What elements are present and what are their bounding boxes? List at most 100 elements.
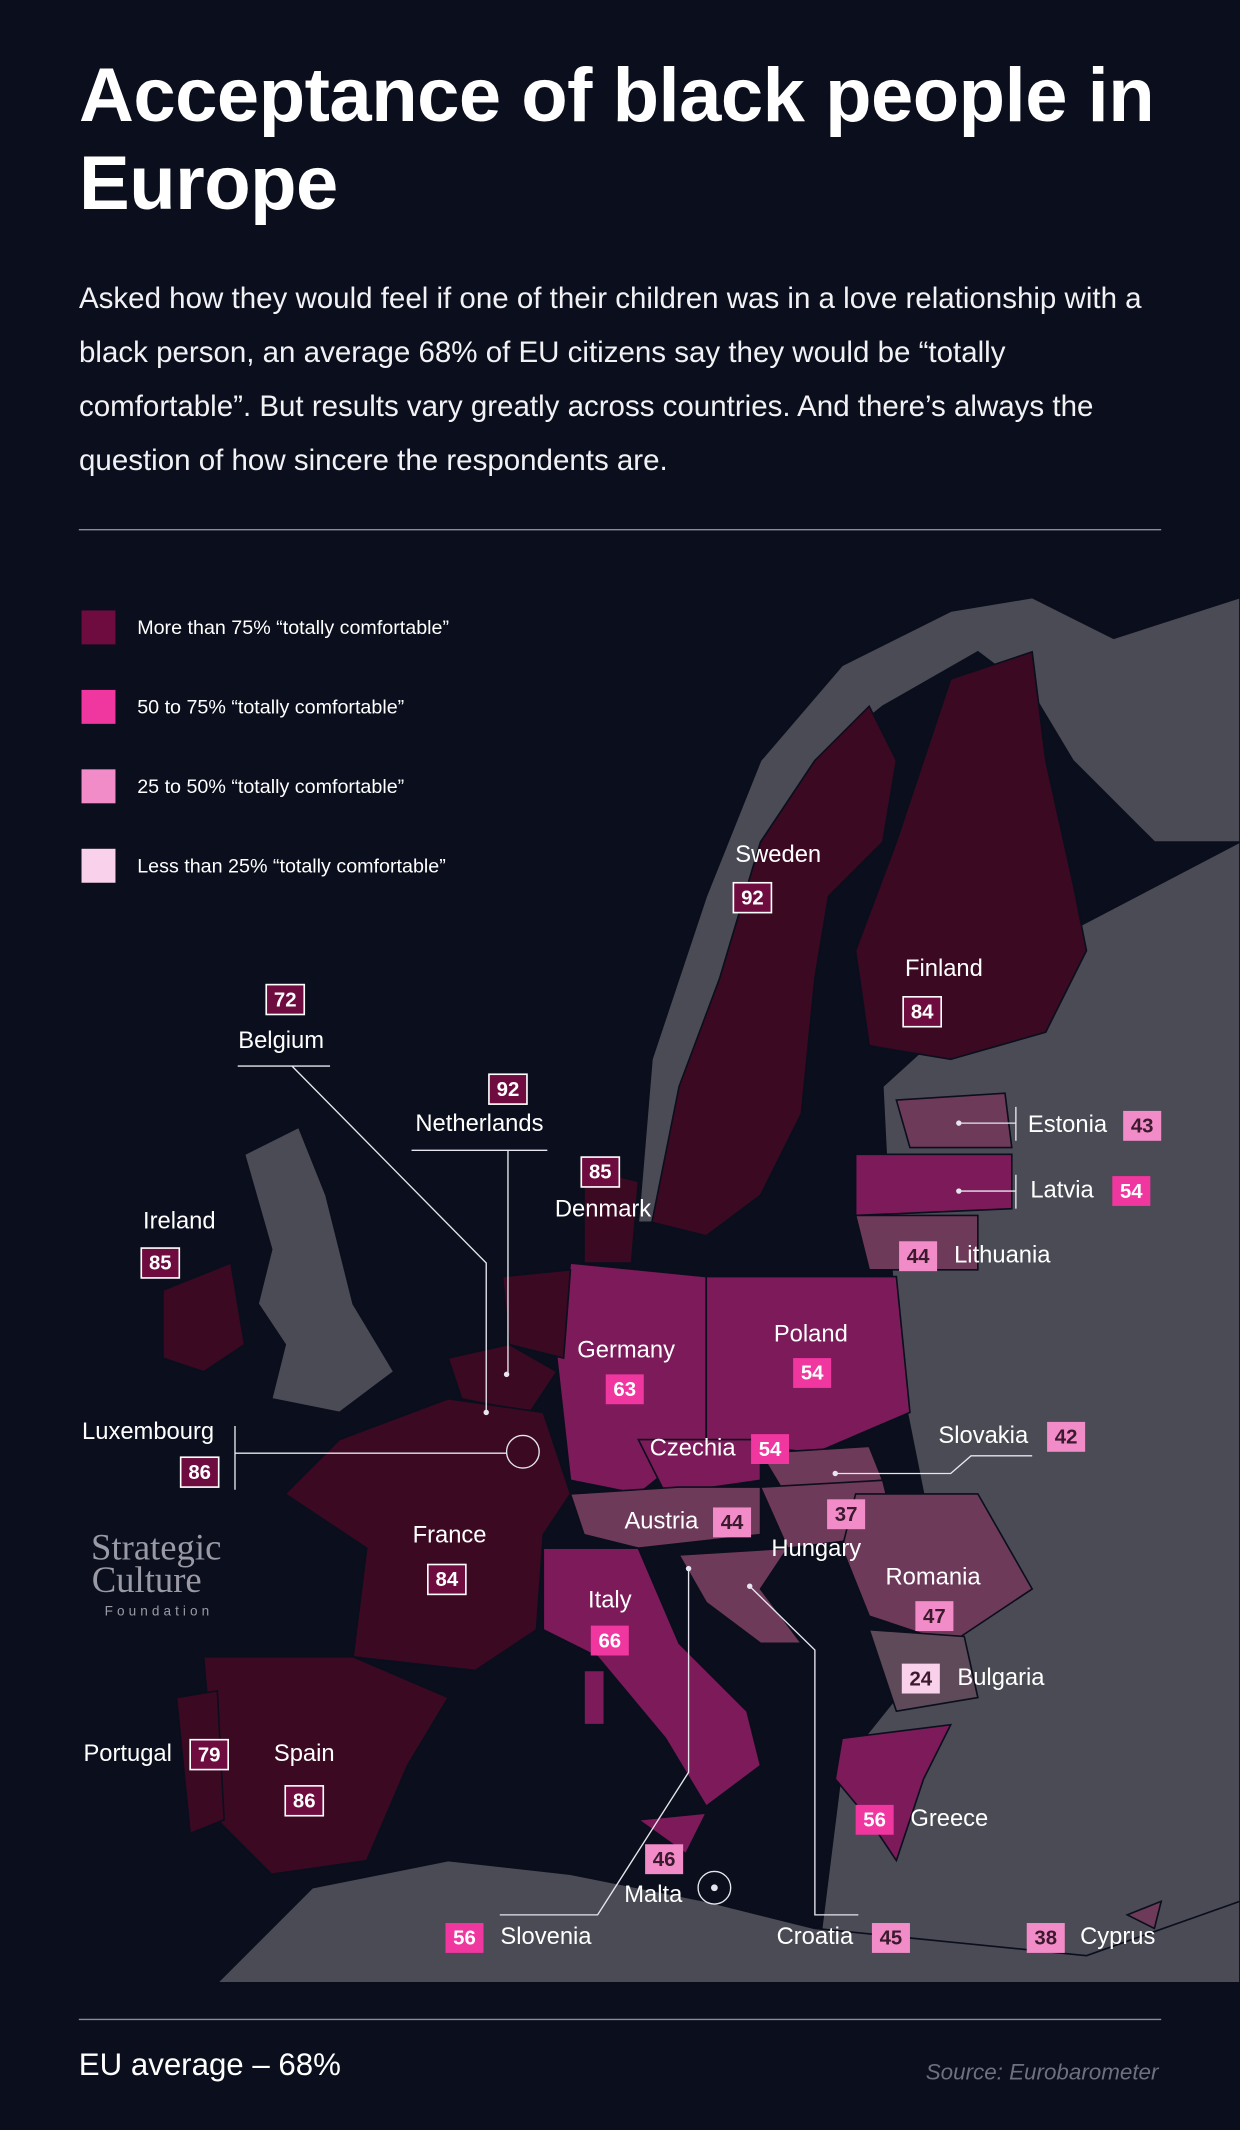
leader-croatia	[749, 1585, 859, 1916]
value-box	[590, 1625, 629, 1656]
value-box	[1026, 1923, 1065, 1953]
country-name: Germany	[577, 1337, 675, 1364]
value-box	[605, 1374, 644, 1405]
value-label: 43	[1131, 1116, 1154, 1138]
country-name: Denmark	[555, 1195, 651, 1222]
value-label: 54	[759, 1439, 782, 1461]
value-box	[1047, 1421, 1086, 1452]
legend-swatch	[81, 610, 116, 645]
value-label: 85	[149, 1253, 172, 1275]
greece	[834, 1723, 953, 1863]
denmark	[583, 1166, 640, 1264]
country-name: Bulgaria	[957, 1664, 1045, 1691]
latvia	[854, 1153, 1013, 1217]
leader-luxembourg	[234, 1425, 507, 1490]
value-box	[265, 983, 306, 1016]
legend: More than 75% “totally comfortable” 50 to…	[81, 610, 449, 883]
czechia	[637, 1438, 762, 1495]
leader-belgium	[237, 1065, 487, 1413]
country-name: Estonia	[1028, 1111, 1108, 1138]
country-name: Sweden	[735, 841, 821, 868]
legend-label: Less than 25% “totally comfortable”	[137, 855, 446, 877]
dot	[685, 1565, 692, 1572]
sardinia	[583, 1669, 606, 1726]
value-label: 72	[274, 989, 297, 1011]
country-name: Finland	[905, 955, 983, 982]
dot	[710, 1884, 718, 1892]
cyprus	[1125, 1899, 1163, 1930]
value-box	[751, 1434, 790, 1465]
leader-slovenia	[499, 1568, 690, 1916]
croatia	[677, 1547, 803, 1645]
dot	[956, 1188, 962, 1194]
legend-swatch	[81, 848, 116, 883]
spain	[202, 1656, 450, 1876]
value-label: 79	[198, 1744, 221, 1766]
value-box	[1123, 1110, 1162, 1141]
logo-line: Foundation	[105, 1604, 214, 1619]
country-name: Austria	[624, 1508, 699, 1535]
country-name: Croatia	[777, 1923, 854, 1950]
value-box	[855, 1804, 894, 1835]
value-box	[902, 996, 942, 1028]
country-labels: Sweden 92 Finland 84 Estonia 43 Latvia 54 Lithua…	[82, 841, 1162, 1953]
source: Source: Eurobarometer	[926, 2060, 1160, 2085]
logo-line: Strategic	[91, 1526, 221, 1567]
value-box	[580, 1156, 621, 1188]
estonia	[895, 1092, 1013, 1149]
country-name: Netherlands	[415, 1110, 543, 1137]
country-name: Malta	[624, 1881, 683, 1908]
value-box	[179, 1456, 220, 1488]
value-box	[827, 1499, 866, 1530]
legend-swatch	[81, 769, 116, 804]
value-box	[899, 1241, 938, 1272]
country-name: Slovakia	[938, 1422, 1029, 1449]
country-name: Spain	[274, 1740, 335, 1767]
belgium	[447, 1343, 559, 1414]
value-box	[732, 881, 773, 914]
dot	[483, 1409, 489, 1416]
country-name: Poland	[774, 1320, 848, 1347]
value-label: 44	[907, 1246, 930, 1268]
legend-label: 25 to 50% “totally comfortable”	[137, 776, 404, 798]
value-label: 56	[863, 1810, 886, 1832]
legend-label: More than 75% “totally comfortable”	[137, 617, 449, 639]
country-name: Romania	[886, 1563, 982, 1590]
italy	[542, 1547, 762, 1808]
value-label: 54	[801, 1363, 824, 1385]
subtitle: Asked how they would feel if one of thei…	[79, 282, 1142, 477]
value-label: 24	[909, 1668, 932, 1690]
finland	[854, 650, 1088, 1061]
value-label: 66	[598, 1630, 621, 1652]
country-name: Lithuania	[954, 1241, 1051, 1268]
country-name: Belgium	[238, 1027, 324, 1054]
logo-line: Culture	[92, 1559, 202, 1600]
legend-swatch	[81, 689, 116, 724]
value-box	[871, 1923, 910, 1953]
country-name: Latvia	[1030, 1176, 1094, 1203]
leaders	[234, 1065, 1033, 1916]
france	[283, 1397, 572, 1672]
value-label: 86	[188, 1462, 211, 1484]
value-box	[140, 1247, 181, 1279]
leader-latvia	[958, 1174, 1017, 1209]
value-label: 84	[436, 1569, 459, 1591]
value-label: 42	[1055, 1427, 1078, 1449]
country-name: Ireland	[143, 1208, 216, 1235]
dot	[503, 1371, 510, 1378]
value-label: 38	[1034, 1928, 1057, 1950]
value-box	[915, 1601, 954, 1632]
country-name: Portugal	[83, 1740, 171, 1767]
eu-average: EU average – 68%	[79, 2047, 341, 2082]
leader-estonia	[958, 1106, 1017, 1141]
value-label: 47	[923, 1606, 946, 1628]
luxembourg-marker	[505, 1434, 540, 1469]
value-label: 46	[653, 1849, 676, 1871]
logo: Strategic Culture Foundation	[91, 1526, 221, 1618]
country-name: Luxembourg	[82, 1418, 214, 1445]
value-box	[284, 1785, 325, 1817]
country-name: Greece	[910, 1805, 988, 1832]
malta-marker	[697, 1870, 732, 1905]
